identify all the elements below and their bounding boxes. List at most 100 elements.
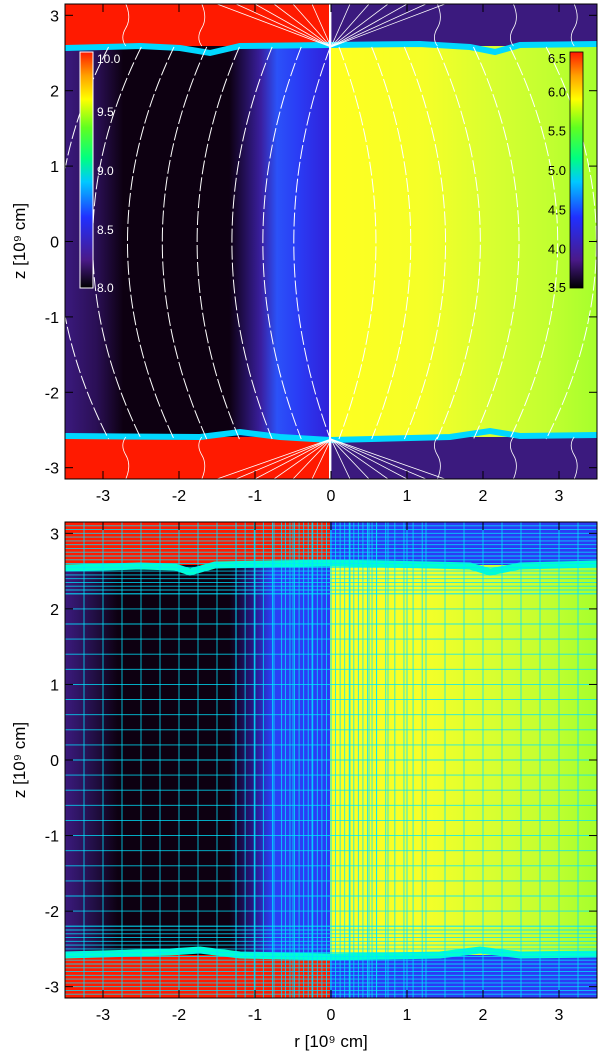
colorbar-label: 6.5 — [548, 51, 566, 66]
contour-line — [434, 4, 441, 47]
contour-line — [570, 436, 578, 479]
bottom-right-upper-cap — [330, 522, 597, 565]
x-tick-label: 2 — [479, 1007, 488, 1024]
contour-line — [545, 46, 597, 440]
bottom-heatmap — [65, 522, 597, 998]
top-left-lower-cap — [65, 437, 330, 479]
colorbar-label: 5.0 — [548, 163, 566, 178]
colorbar-label: 9.5 — [97, 105, 114, 119]
contour-line — [122, 4, 130, 47]
y-tick-label: 1 — [50, 159, 59, 176]
contour-line — [330, 438, 408, 479]
top-y-axis-label: z [10⁹ cm] — [10, 203, 29, 279]
bottom-mesh-grid — [65, 522, 597, 998]
top-right-upper-cap — [330, 4, 597, 46]
top-left-colorbar-labels: 10.0 9.5 9.0 8.5 8.0 — [97, 52, 121, 295]
contour-line — [198, 436, 206, 479]
contour-line — [292, 4, 332, 48]
top-left-upper-cap — [65, 4, 330, 46]
bottom-y-ticks: -3 -2 -1 0 1 2 3 — [45, 526, 597, 997]
y-tick-label: 0 — [50, 235, 59, 252]
colorbar-label: 3.5 — [548, 280, 566, 295]
x-tick-label: 2 — [479, 488, 488, 505]
bottom-right-lower-cap — [330, 955, 597, 998]
x-tick-label: 1 — [403, 488, 412, 505]
contour-line — [330, 438, 351, 479]
contour-line — [273, 4, 332, 48]
contour-line — [311, 438, 332, 479]
contour-line — [338, 46, 377, 440]
contour-line — [235, 438, 332, 479]
bottom-panel: -3 -2 -1 0 1 2 3 -3 -2 -1 0 1 2 3 z [10⁹ cm] r [10⁹ … — [10, 521, 598, 1051]
contour-line — [161, 46, 208, 440]
bottom-lower-interface — [65, 946, 597, 961]
x-tick-label: -2 — [172, 488, 186, 505]
top-right-lower-cap — [330, 437, 597, 479]
contour-line — [330, 4, 370, 48]
top-right-colorbar-labels: 6.5 6.0 5.5 5.0 4.5 4.0 3.5 — [548, 51, 566, 295]
top-right-colorbar: 6.5 6.0 5.5 5.0 4.5 4.0 3.5 — [548, 51, 584, 295]
top-left-colorbar: 10.0 9.5 9.0 8.5 8.0 — [79, 51, 121, 295]
contour-line — [262, 46, 302, 440]
y-tick-label: 2 — [50, 84, 59, 101]
contour-line — [127, 46, 175, 440]
colorbar-label: 8.5 — [97, 223, 114, 237]
contour-line — [330, 4, 408, 48]
contour-line — [330, 4, 427, 48]
top-y-ticks: -3 -2 -1 0 1 2 3 — [45, 8, 597, 478]
contour-line — [330, 438, 370, 479]
contour-line — [330, 4, 351, 48]
contour-line — [330, 438, 427, 479]
top-heatmap — [65, 4, 597, 479]
colorbar-label: 10.0 — [97, 52, 121, 66]
x-tick-label: -3 — [96, 488, 110, 505]
colorbar-label: 4.0 — [548, 242, 566, 257]
contour-line — [292, 438, 332, 479]
top-contours — [65, 4, 597, 479]
y-tick-label: -2 — [45, 385, 59, 402]
contour-line — [293, 46, 331, 440]
contour-line — [273, 438, 332, 479]
colorbar-label: 4.5 — [548, 202, 566, 217]
x-tick-label: -3 — [96, 1007, 110, 1024]
x-tick-label: -2 — [172, 1007, 186, 1024]
colorbar-label: 8.0 — [97, 281, 114, 295]
y-tick-label: 3 — [50, 8, 59, 25]
y-tick-label: -1 — [45, 310, 59, 327]
y-tick-label: -3 — [45, 461, 59, 478]
contour-line — [570, 4, 578, 47]
contour-line — [216, 4, 332, 48]
contour-line — [330, 438, 446, 479]
contour-line — [198, 4, 206, 47]
y-tick-label: -2 — [45, 904, 59, 921]
top-panel: 10.0 9.5 9.0 8.5 8.0 6.5 6.0 5.5 5.0 4.5 4.0 3.5 -… — [10, 3, 598, 505]
contour-line — [330, 4, 446, 48]
colorbar-label: 9.0 — [97, 164, 114, 178]
contour-line — [231, 46, 273, 440]
contour-line — [216, 438, 332, 479]
bottom-x-axis-label: r [10⁹ cm] — [294, 1032, 367, 1051]
bottom-upper-interface — [65, 559, 597, 576]
contour-line — [235, 4, 332, 48]
x-tick-label: 0 — [327, 1007, 336, 1024]
top-right-region — [330, 4, 597, 479]
contour-line — [510, 4, 517, 47]
y-tick-label: 0 — [50, 753, 59, 770]
y-tick-label: 3 — [50, 526, 59, 543]
x-tick-label: 1 — [403, 1007, 412, 1024]
y-tick-label: 2 — [50, 602, 59, 619]
bottom-x-ticks: -3 -2 -1 0 1 2 3 — [96, 522, 564, 1024]
x-tick-label: -1 — [248, 488, 262, 505]
x-tick-label: 0 — [327, 488, 336, 505]
contour-line — [434, 436, 441, 479]
y-tick-label: 1 — [50, 677, 59, 694]
contour-line — [330, 438, 389, 479]
y-tick-label: -1 — [45, 829, 59, 846]
x-tick-label: 3 — [555, 488, 564, 505]
bottom-y-axis-label: z [10⁹ cm] — [10, 722, 29, 798]
colorbar-label: 6.0 — [548, 84, 566, 99]
contour-line — [254, 4, 332, 48]
x-tick-label: 3 — [555, 1007, 564, 1024]
colorbar-label: 5.5 — [548, 124, 566, 139]
